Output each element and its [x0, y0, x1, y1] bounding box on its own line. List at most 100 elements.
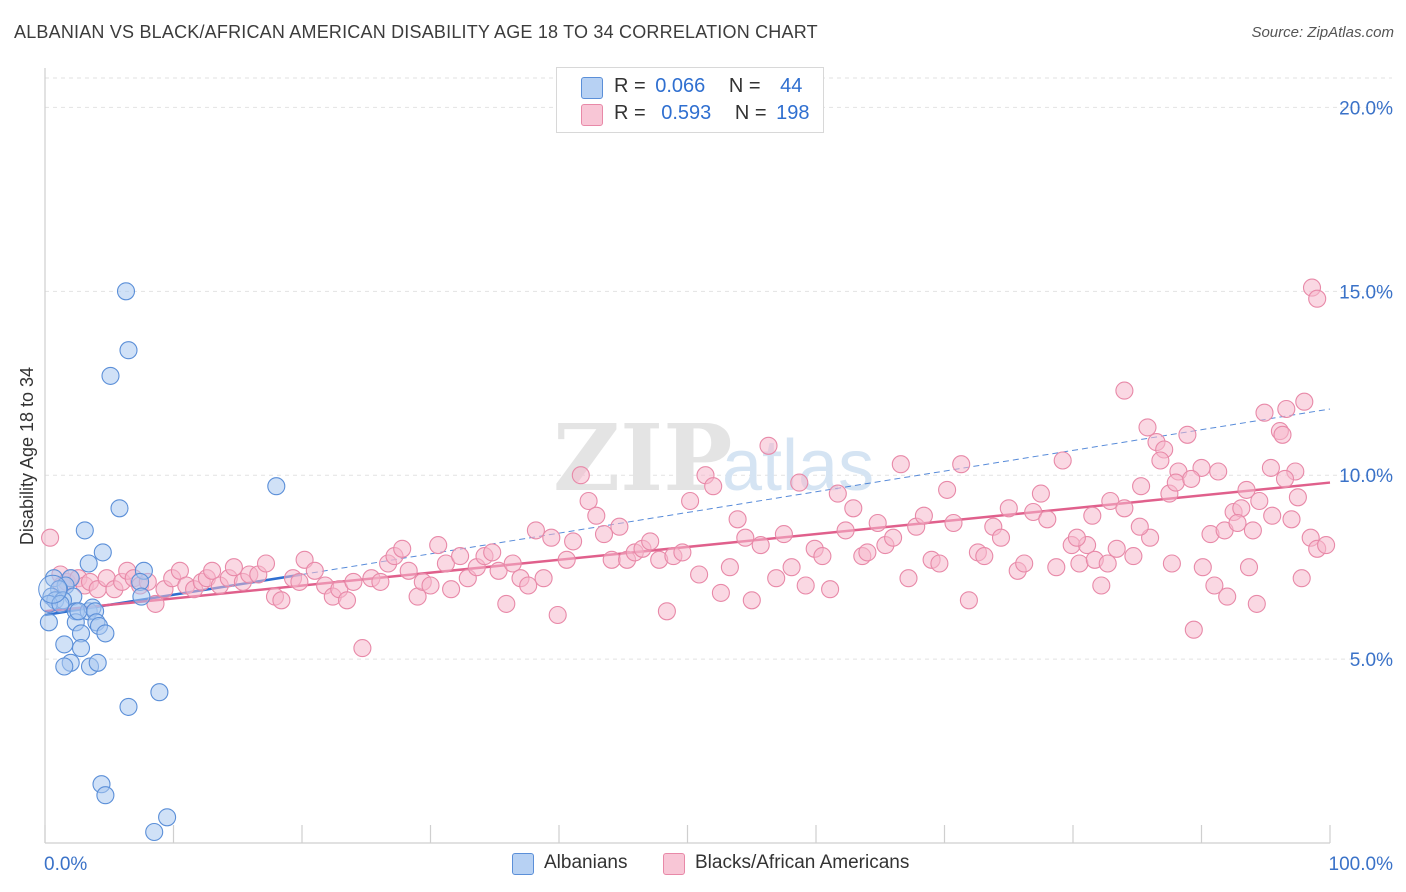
albanian-point — [158, 808, 177, 827]
legend-label: Blacks/African Americans — [695, 852, 910, 873]
black-african-american-point — [944, 513, 963, 533]
black-african-american-point — [991, 528, 1011, 547]
albanian-point — [119, 341, 138, 360]
black-african-american-point — [557, 550, 576, 569]
black-african-american-point — [1275, 469, 1295, 488]
chart-title: ALBANIAN VS BLACK/AFRICAN AMERICAN DISAB… — [14, 22, 818, 42]
black-african-american-point — [203, 561, 222, 580]
black-african-american-swatch — [581, 104, 603, 126]
albanian-point — [71, 639, 91, 658]
black-african-american-point — [534, 569, 553, 588]
black-african-american-point — [1261, 458, 1280, 477]
r-label: R = — [614, 102, 646, 124]
black-african-american-point — [1053, 451, 1072, 470]
black-african-american-point — [602, 550, 621, 569]
black-african-american-point — [1243, 521, 1262, 540]
black-african-american-point — [272, 591, 291, 610]
black-african-american-point — [641, 532, 660, 551]
albanian-point — [116, 282, 136, 301]
black-african-american-point — [1115, 381, 1134, 400]
legend-label: Albanians — [544, 852, 628, 873]
black-african-american-point — [1277, 399, 1296, 419]
black-african-american-point — [587, 506, 606, 525]
black-african-american-point — [681, 491, 700, 511]
black-african-american-point — [1184, 620, 1203, 639]
albanian-point — [96, 786, 115, 805]
black-african-american-point — [1067, 528, 1086, 547]
black-african-american-point — [999, 499, 1018, 518]
black-african-american-point — [1263, 506, 1282, 525]
n-label: N = — [734, 102, 767, 124]
black-african-american-point — [442, 580, 461, 599]
black-african-american-point — [828, 484, 847, 503]
black-african-american-point — [1038, 510, 1057, 529]
black-african-american-point — [1193, 558, 1212, 577]
black-african-american-point — [759, 436, 778, 455]
black-african-american-point — [1166, 473, 1185, 492]
black-african-american-point — [891, 455, 910, 474]
black-african-american-point — [224, 558, 243, 577]
black-african-american-point — [1282, 510, 1301, 529]
black-african-american-point — [796, 576, 815, 595]
black-african-american-point — [1115, 499, 1134, 518]
black-african-american-point — [742, 591, 761, 610]
black-african-american-point — [1141, 528, 1160, 547]
black-african-american-point — [548, 605, 567, 625]
black-african-american-point — [673, 543, 692, 562]
black-african-american-point — [1151, 451, 1170, 470]
black-african-american-point — [711, 583, 730, 602]
black-african-american-point — [451, 547, 470, 566]
black-african-american-point — [1292, 569, 1311, 588]
albanian-point — [39, 613, 58, 632]
black-african-american-point — [290, 572, 309, 591]
r-value: 0.593 — [661, 102, 712, 124]
albanian-trend-extension — [301, 408, 1331, 576]
black-african-american-point — [344, 572, 363, 591]
black-african-american-point — [594, 525, 614, 544]
black-african-american-point — [436, 554, 455, 573]
black-african-american-point — [1015, 554, 1034, 573]
black-african-american-point — [844, 499, 863, 518]
albanian-point — [101, 366, 120, 385]
black-african-american-point — [497, 594, 516, 613]
black-african-american-point — [1162, 554, 1181, 573]
black-african-american-point — [1237, 480, 1256, 499]
black-african-american-point — [813, 547, 832, 566]
y-tick-label: 5.0% — [1350, 650, 1393, 671]
black-african-american-point — [1130, 517, 1149, 536]
black-african-american-point — [1182, 469, 1201, 488]
black-african-american-point — [1288, 488, 1307, 507]
black-african-american-point — [975, 547, 994, 566]
black-african-american-point — [1092, 576, 1111, 595]
watermark-zip: ZIP — [553, 404, 732, 512]
black-african-american-point — [579, 491, 598, 511]
black-african-american-point — [952, 455, 971, 474]
black-african-american-point — [399, 561, 418, 580]
black-african-american-point — [790, 473, 809, 492]
black-african-american-point — [1239, 558, 1259, 577]
black-african-american-point — [542, 528, 561, 547]
black-african-american-point — [1255, 403, 1274, 422]
black-african-american-point — [1250, 491, 1269, 511]
black-african-american-point — [1024, 502, 1043, 522]
black-african-american-point — [305, 561, 324, 580]
black-african-american-point — [519, 576, 538, 595]
albanian-point — [267, 477, 286, 496]
black-african-american-point — [884, 528, 903, 547]
black-african-american-point — [610, 517, 629, 536]
source-credit: Source: ZipAtlas.com — [1251, 24, 1394, 41]
black-african-american-point — [1228, 513, 1247, 533]
black-african-american-point — [1192, 458, 1211, 477]
black-african-american-point — [1317, 536, 1336, 555]
black-african-american-point — [1295, 392, 1314, 411]
black-african-american-point — [728, 510, 747, 529]
black-african-american-point — [914, 506, 933, 525]
albanian-point — [110, 499, 129, 518]
black-african-american-point — [782, 558, 801, 577]
black-african-american-point — [1031, 484, 1050, 503]
albanian-point — [145, 822, 164, 842]
black-african-american-point — [899, 569, 918, 588]
black-african-american-point — [337, 591, 357, 610]
black-african-american-point — [1070, 554, 1089, 573]
